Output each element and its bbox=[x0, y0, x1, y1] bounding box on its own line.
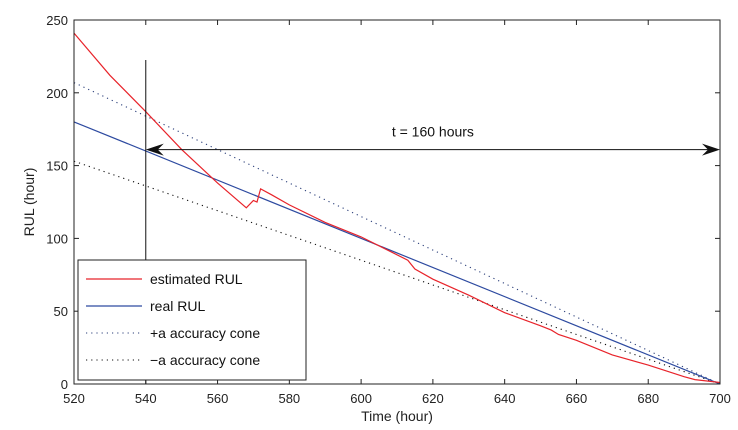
legend: estimated RUL real RUL +a accuracy cone −a … bbox=[77, 259, 307, 381]
legend-label-3: −a accuracy cone bbox=[150, 352, 260, 368]
y-tick-label: 100 bbox=[46, 231, 68, 246]
legend-box bbox=[77, 259, 307, 381]
y-tick-label: 250 bbox=[46, 13, 68, 28]
x-tick-label: 540 bbox=[135, 391, 157, 406]
y-tick-label: 50 bbox=[54, 304, 68, 319]
y-tick-label: 200 bbox=[46, 86, 68, 101]
arrowhead-right-icon bbox=[702, 143, 720, 156]
legend-label-1: real RUL bbox=[150, 298, 205, 314]
arrowhead-left-icon bbox=[145, 143, 164, 156]
x-tick-label: 640 bbox=[494, 391, 516, 406]
legend-label-0: estimated RUL bbox=[150, 271, 243, 287]
plot-frame bbox=[73, 19, 721, 385]
series-line-0 bbox=[73, 32, 721, 384]
y-tick-label: 0 bbox=[61, 377, 68, 392]
x-tick-label: 520 bbox=[63, 391, 85, 406]
x-tick-label: 680 bbox=[637, 391, 659, 406]
y-tick-label: 150 bbox=[46, 159, 68, 174]
y-axis-label: RUL (hour) bbox=[21, 168, 37, 237]
x-axis-label: Time (hour) bbox=[361, 408, 433, 424]
x-tick-label: 580 bbox=[278, 391, 300, 406]
x-tick-label: 660 bbox=[566, 391, 588, 406]
x-tick-label: 620 bbox=[422, 391, 444, 406]
series-layer bbox=[73, 32, 721, 385]
span-label: t = 160 hours bbox=[392, 124, 474, 140]
x-tick-label: 700 bbox=[709, 391, 731, 406]
x-tick-label: 560 bbox=[207, 391, 229, 406]
annotation-layer: t = 160 hours bbox=[145, 60, 720, 384]
series-line-1 bbox=[73, 121, 721, 385]
tick-layer: 520 540 560 580 600 620 640 660 680 700 0 50 100 150 2… bbox=[46, 13, 731, 406]
legend-label-2: +a accuracy cone bbox=[150, 325, 260, 341]
x-tick-label: 600 bbox=[350, 391, 372, 406]
